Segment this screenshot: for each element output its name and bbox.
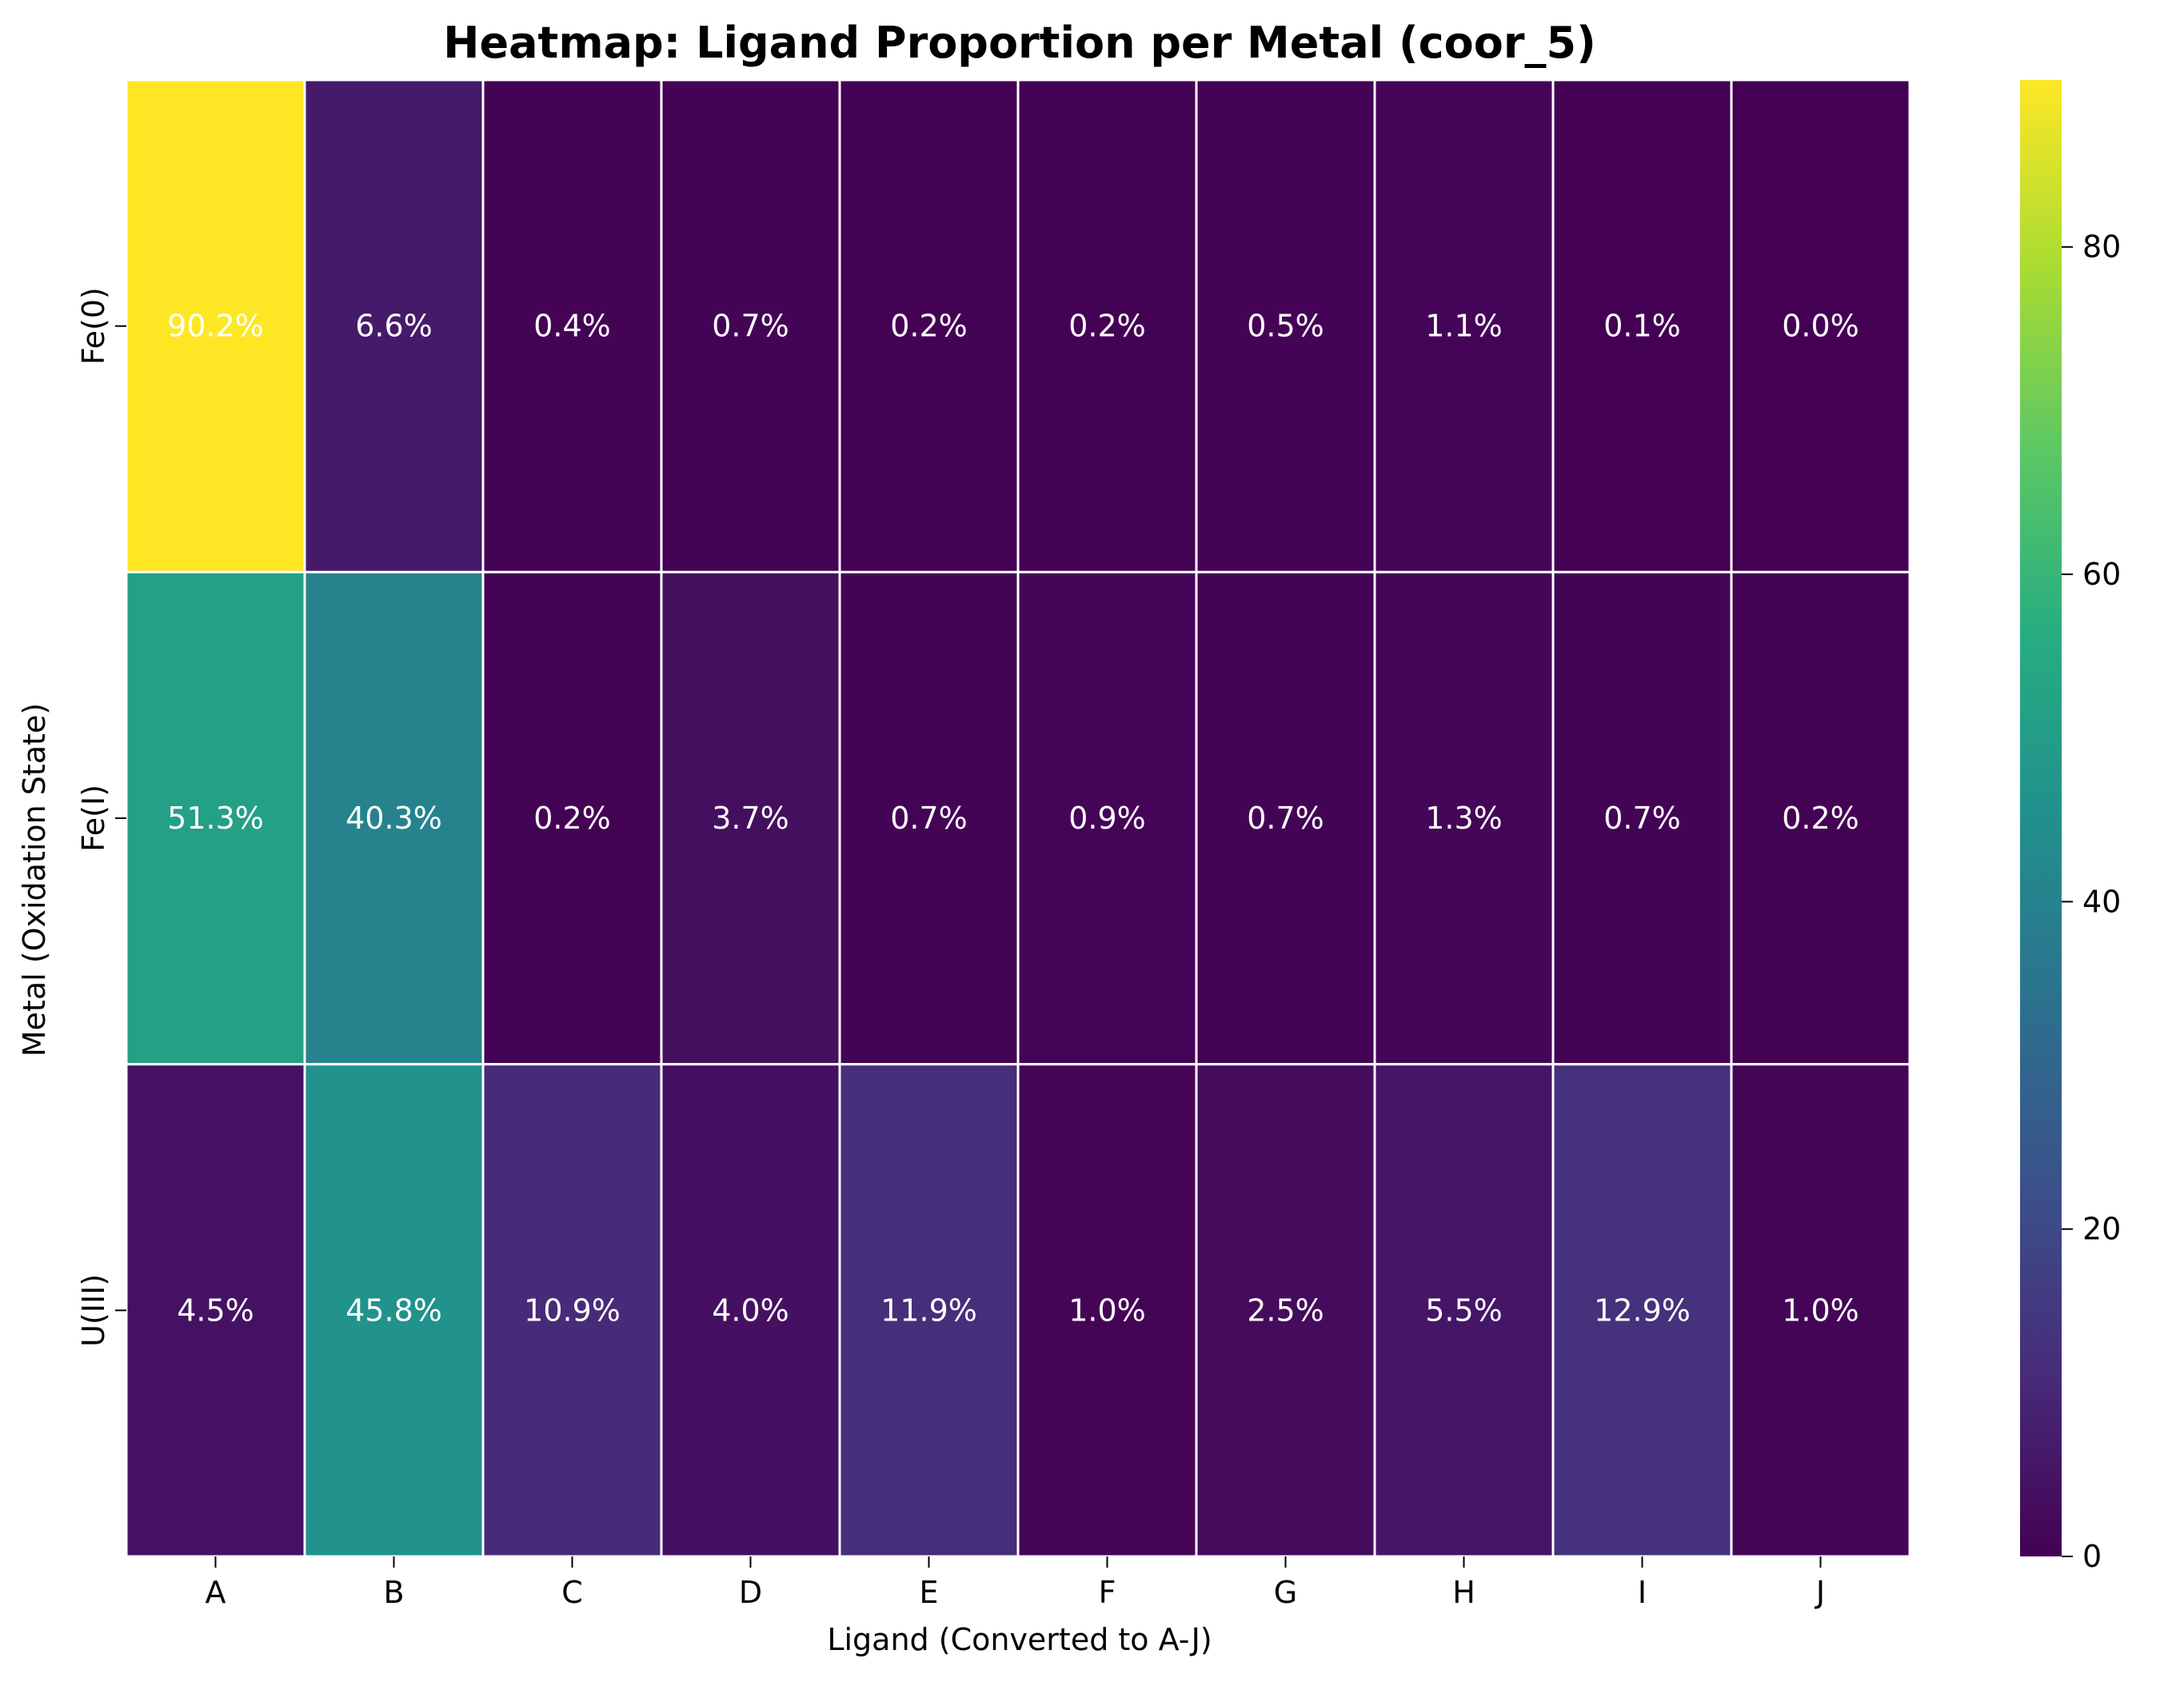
cell-value-label: 2.5% [1247,1292,1324,1328]
cell-value-label: 0.5% [1247,309,1324,344]
x-tick-label: J [1815,1575,1825,1610]
x-tick-label: D [739,1575,762,1610]
heatmap-cell [1730,570,1911,1066]
heatmap-cell [1373,1063,1555,1558]
x-tick-label: I [1638,1575,1647,1610]
x-tick-label: H [1452,1575,1475,1610]
heatmap-cell [1551,1063,1733,1558]
x-axis-label: Ligand (Converted to A-J) [827,1622,1212,1657]
heatmap-cell [481,570,663,1066]
heatmap-cell [660,78,841,573]
cell-value-label: 0.0% [1782,309,1859,344]
y-axis: Fe(0) Fe(I) U(III) [76,287,126,1347]
cell-value-label: 45.8% [345,1292,442,1328]
cell-value-label: 5.5% [1425,1292,1503,1328]
cell-value-label: 12.9% [1594,1292,1691,1328]
heatmap-cell [303,78,485,573]
heatmap-cell [1195,1063,1376,1558]
cell-value-label: 0.7% [1247,801,1324,836]
heatmap-cell [125,1063,306,1558]
heatmap-cell [303,570,485,1066]
x-tick-label: C [561,1575,583,1610]
x-tick-label: E [919,1575,938,1610]
x-tick-label: G [1274,1575,1297,1610]
cell-value-label: 0.7% [712,309,789,344]
cell-value-label: 90.2% [167,309,264,344]
cell-value-label: 1.0% [1782,1292,1859,1328]
cell-value-label: 3.7% [712,801,789,836]
colorbar-tick-label: 60 [2082,557,2121,592]
heatmap-cell [1730,78,1911,573]
heatmap-cell [1551,570,1733,1066]
heatmap-cell [1016,570,1198,1066]
heatmap-cell [1373,570,1555,1066]
cell-value-label: 0.1% [1603,309,1681,344]
colorbar-tick-label: 40 [2082,884,2121,919]
cell-value-label: 0.7% [1603,801,1681,836]
heatmap-cell [125,78,306,573]
heatmap-cell [838,1063,1020,1558]
cell-value-label: 4.0% [712,1292,789,1328]
heatmap-cell [1373,78,1555,573]
heatmap-cell [303,1063,485,1558]
heatmap-cell [1730,1063,1911,1558]
y-tick-label: Fe(I) [76,785,111,852]
y-tick-label: U(III) [76,1274,111,1347]
cell-value-label: 0.2% [1068,309,1146,344]
cell-value-label: 6.6% [355,309,433,344]
y-axis-label: Metal (Oxidation State) [17,703,52,1057]
heatmap-cell [660,570,841,1066]
cell-value-label: 1.0% [1068,1292,1146,1328]
colorbar-tick-label: 20 [2082,1212,2121,1247]
colorbar: 0 20 40 60 80 [2020,80,2121,1574]
heatmap-cell [481,78,663,573]
colorbar-tick-label: 80 [2082,230,2121,265]
cell-value-label: 0.7% [890,801,968,836]
cell-value-label: 11.9% [880,1292,977,1328]
heatmap-cell [838,78,1020,573]
x-tick-label: A [206,1575,226,1610]
heatmap-cell [481,1063,663,1558]
cell-value-label: 0.4% [533,309,611,344]
cell-value-label: 0.2% [533,801,611,836]
cell-value-label: 10.9% [524,1292,621,1328]
heatmap-cell [1016,78,1198,573]
cell-value-label: 51.3% [167,801,264,836]
heatmap-cells: 90.2% 6.6% 0.4% 0.7% 0.2% 0.2% 0.5% 1.1% 0.1% 0.0… [125,78,1911,1558]
cell-value-label: 0.9% [1068,801,1146,836]
colorbar-gradient [2020,80,2062,1556]
cell-value-label: 1.1% [1425,309,1503,344]
cell-value-label: 40.3% [345,801,442,836]
heatmap-cell [838,570,1020,1066]
chart-title: Heatmap: Ligand Proportion per Metal (co… [443,18,1596,68]
x-axis: A B C D E F G H I J [206,1556,1825,1610]
x-tick-label: B [383,1575,404,1610]
cell-value-label: 1.3% [1425,801,1503,836]
cell-value-label: 0.2% [1782,801,1859,836]
y-tick-label: Fe(0) [76,287,111,365]
colorbar-tick-label: 0 [2082,1539,2102,1574]
cell-value-label: 4.5% [177,1292,254,1328]
heatmap-cell [1195,570,1376,1066]
x-tick-label: F [1099,1575,1116,1610]
cell-value-label: 0.2% [890,309,968,344]
